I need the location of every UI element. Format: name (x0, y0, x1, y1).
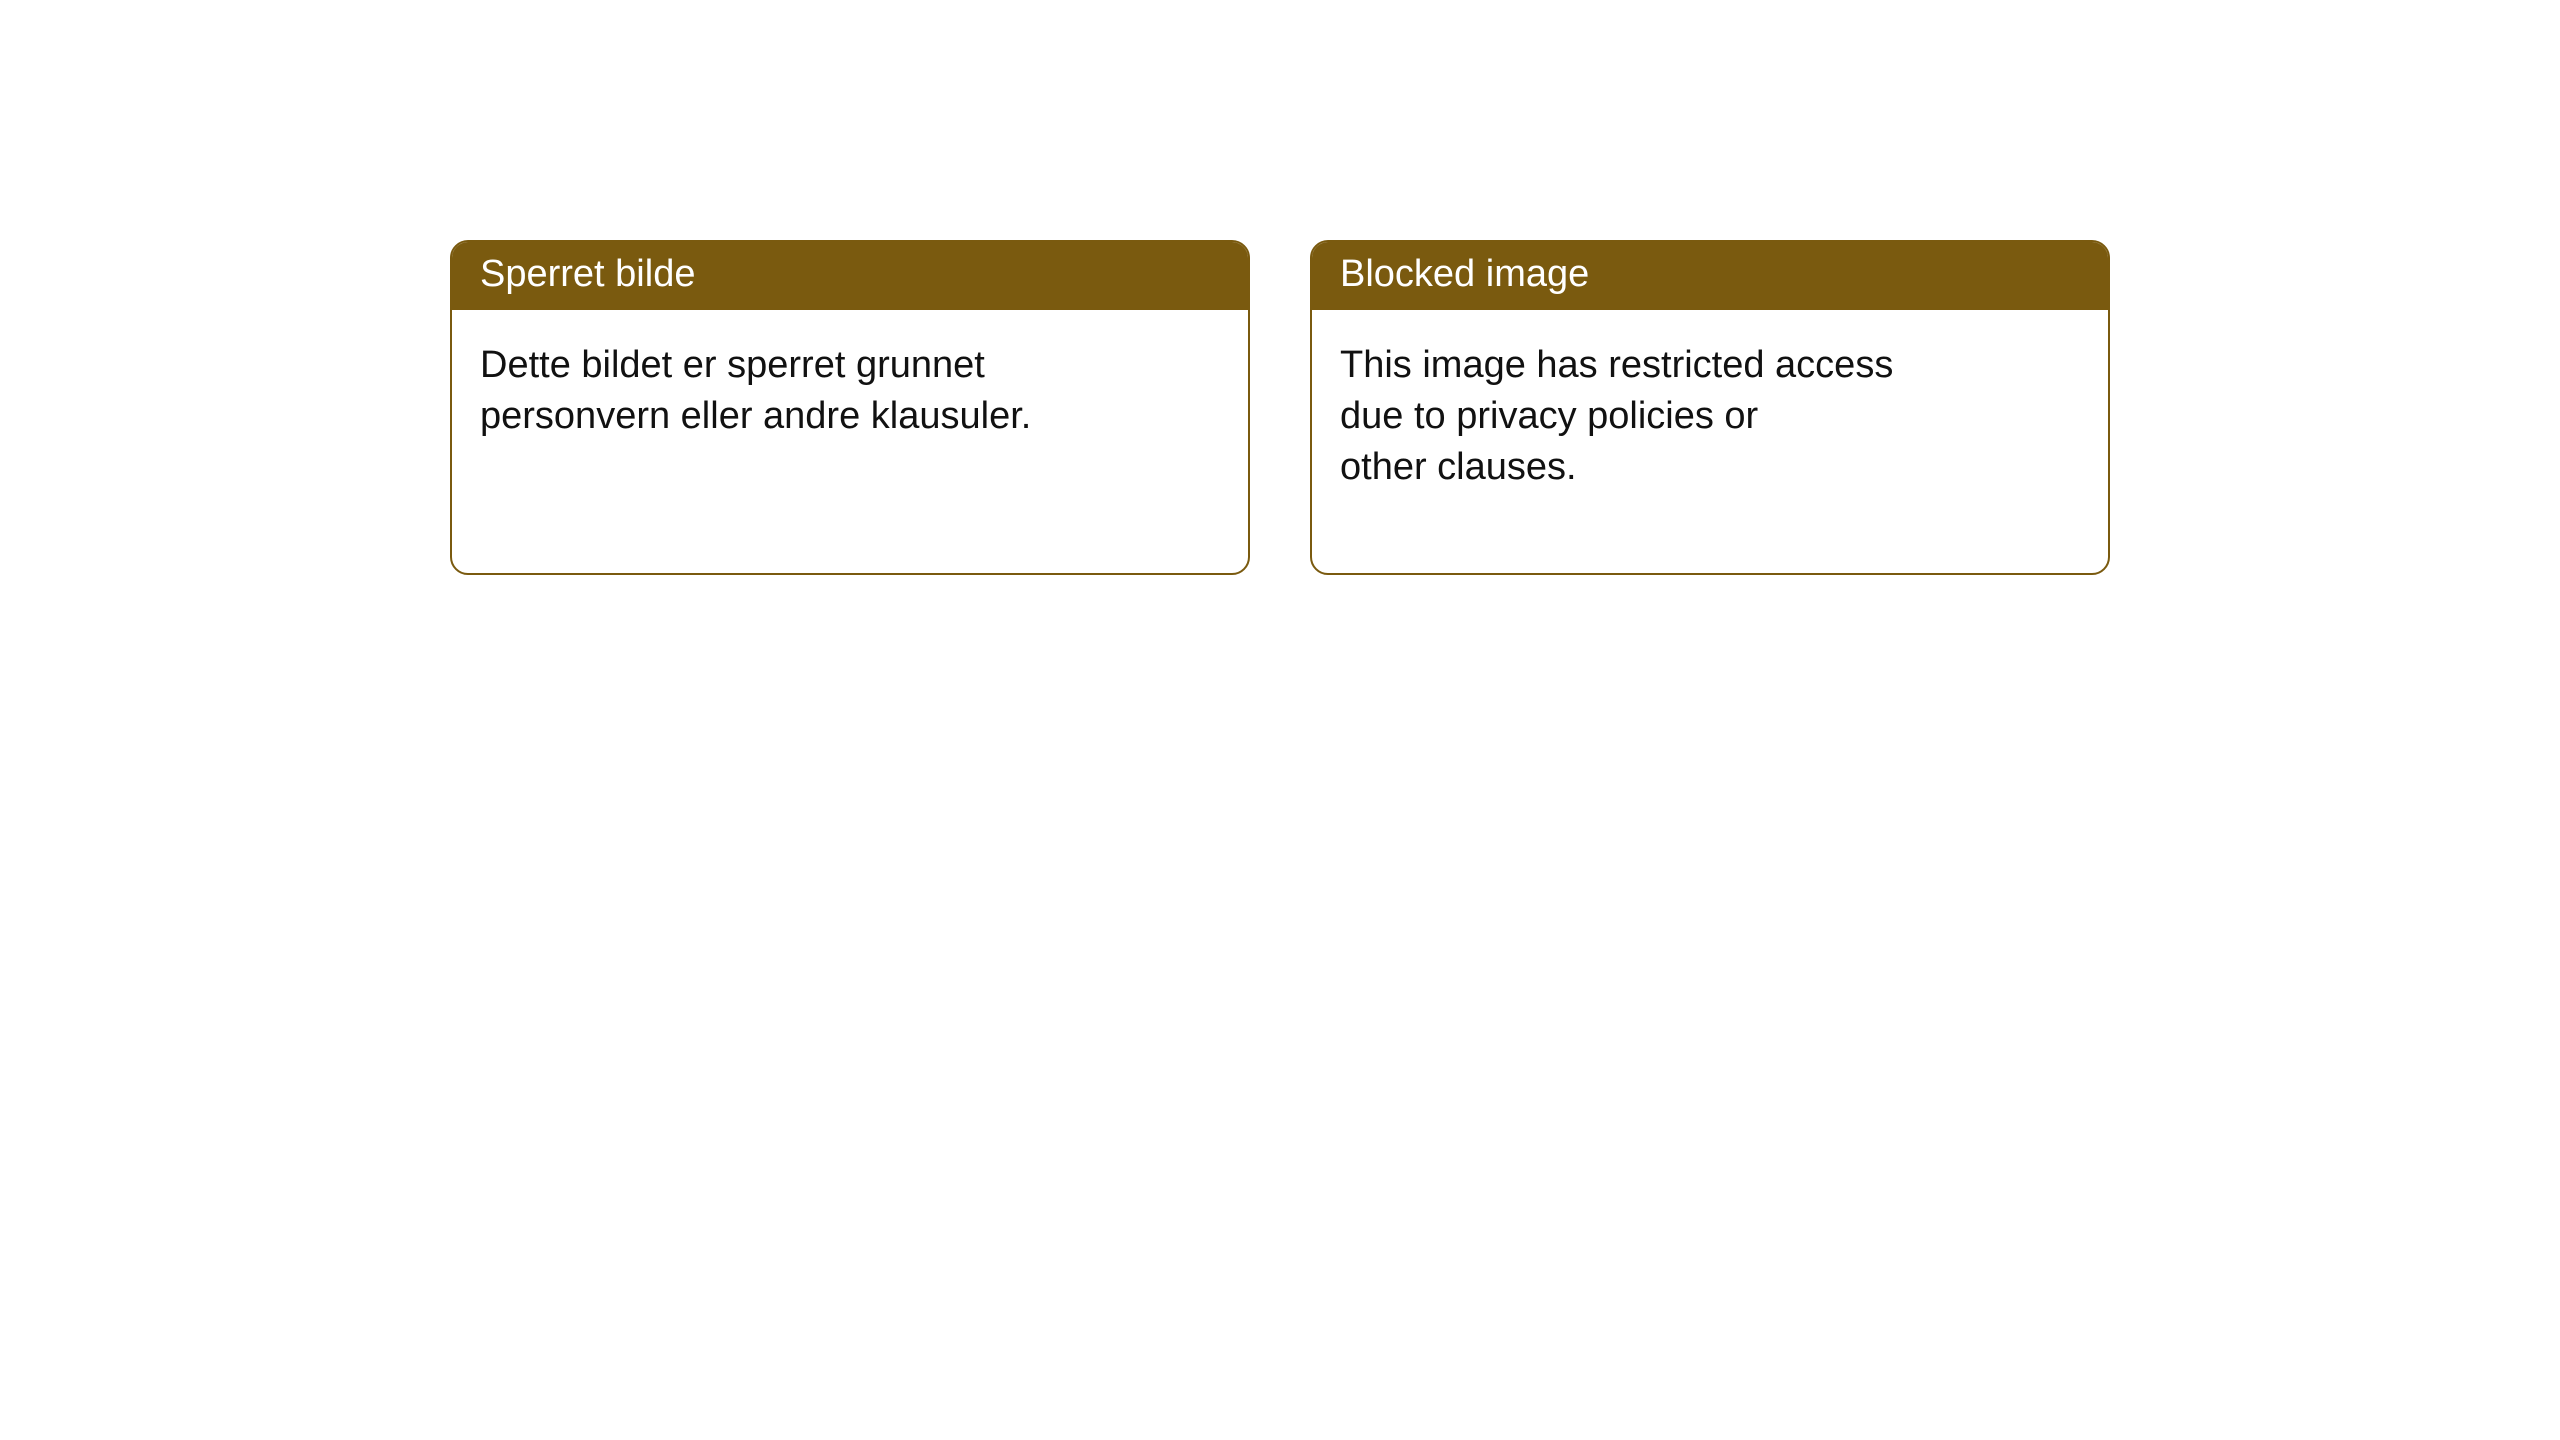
blocked-image-card-en: Blocked image This image has restricted … (1310, 240, 2110, 575)
notice-cards-row: Sperret bilde Dette bildet er sperret gr… (0, 0, 2560, 575)
card-body: This image has restricted access due to … (1312, 310, 2108, 524)
card-body: Dette bildet er sperret grunnet personve… (452, 310, 1248, 473)
card-title: Blocked image (1312, 242, 2108, 310)
blocked-image-card-no: Sperret bilde Dette bildet er sperret gr… (450, 240, 1250, 575)
card-title: Sperret bilde (452, 242, 1248, 310)
